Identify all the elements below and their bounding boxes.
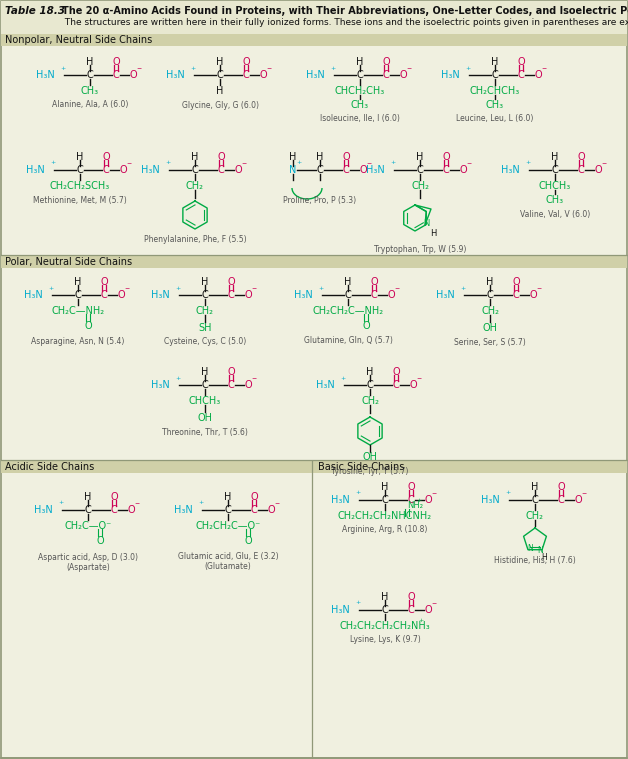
Text: −: − (134, 500, 139, 505)
Text: Isoleucine, Ile, I (6.0): Isoleucine, Ile, I (6.0) (320, 115, 400, 124)
Text: CH₂: CH₂ (526, 511, 544, 521)
Text: CH₂: CH₂ (411, 181, 429, 191)
Text: O: O (119, 165, 127, 175)
Text: H: H (74, 277, 82, 287)
Text: H: H (317, 152, 323, 162)
Text: C: C (343, 165, 349, 175)
Text: O: O (112, 57, 120, 67)
Text: C: C (218, 165, 224, 175)
Text: C: C (111, 505, 117, 515)
Text: +: + (48, 285, 53, 291)
Text: C: C (517, 70, 524, 80)
Text: C: C (345, 290, 352, 300)
Text: CH₂CH₂SCH₃: CH₂CH₂SCH₃ (50, 181, 110, 191)
Text: O: O (227, 367, 235, 377)
Text: O: O (387, 290, 395, 300)
FancyBboxPatch shape (1, 1, 627, 34)
Text: O: O (557, 482, 565, 492)
Text: CHCH₃: CHCH₃ (189, 396, 221, 406)
Text: +: + (526, 160, 531, 165)
Text: O: O (96, 536, 104, 546)
FancyBboxPatch shape (1, 256, 627, 268)
Text: C: C (408, 605, 414, 615)
Text: H₃N: H₃N (481, 495, 500, 505)
Text: OH: OH (362, 452, 377, 462)
Text: −: − (416, 376, 421, 380)
Text: O: O (459, 165, 467, 175)
Text: CH₃: CH₃ (486, 100, 504, 110)
Text: O: O (250, 492, 258, 502)
Text: O: O (362, 321, 370, 331)
Text: H₃N: H₃N (366, 165, 385, 175)
Text: H₃N: H₃N (174, 505, 193, 515)
Text: −: − (126, 160, 132, 165)
Text: +: + (355, 600, 360, 606)
Text: H: H (290, 152, 296, 162)
Text: CH₂CH₂CH₂NHCNH₂: CH₂CH₂CH₂NHCNH₂ (338, 511, 432, 521)
Text: C: C (77, 165, 84, 175)
Text: +: + (318, 285, 323, 291)
Text: OH: OH (197, 413, 212, 423)
Text: −: − (251, 376, 257, 380)
Text: −: − (136, 65, 142, 71)
Text: C: C (202, 290, 208, 300)
Text: CH₂C—O⁻: CH₂C—O⁻ (65, 521, 112, 531)
Text: H: H (381, 482, 389, 492)
Text: H₃N: H₃N (141, 165, 160, 175)
Text: C: C (492, 70, 499, 80)
Text: O: O (244, 290, 252, 300)
Text: Proline, Pro, P (5.3): Proline, Pro, P (5.3) (283, 196, 357, 204)
Text: Aspartic acid, Asp, D (3.0): Aspartic acid, Asp, D (3.0) (38, 553, 138, 562)
Text: H: H (551, 152, 559, 162)
Text: C: C (558, 495, 565, 505)
Text: H: H (491, 57, 499, 67)
Text: C: C (532, 495, 538, 505)
Text: CH₂CHCH₃: CH₂CHCH₃ (470, 86, 520, 96)
Text: C: C (102, 165, 109, 175)
Text: N: N (537, 546, 543, 555)
Text: H₃N: H₃N (306, 70, 325, 80)
Text: SH: SH (198, 323, 212, 333)
Text: O: O (424, 495, 432, 505)
Text: Alanine, Ala, A (6.0): Alanine, Ala, A (6.0) (52, 100, 128, 109)
Text: C: C (408, 495, 414, 505)
Text: Glutamine, Gln, Q (5.7): Glutamine, Gln, Q (5.7) (303, 336, 392, 345)
Text: C: C (112, 70, 119, 80)
Text: C: C (85, 505, 92, 515)
Text: +: + (465, 65, 470, 71)
Text: −: − (431, 490, 436, 496)
Text: H: H (541, 553, 547, 562)
Text: O: O (512, 277, 520, 287)
Text: −: − (536, 285, 541, 291)
Text: O: O (342, 152, 350, 162)
Text: Phenylalanine, Phe, F (5.5): Phenylalanine, Phe, F (5.5) (144, 235, 246, 244)
Text: −: − (406, 65, 411, 71)
Text: The structures are written here in their fully ionized forms. These ions and the: The structures are written here in their… (62, 18, 628, 27)
Text: C: C (382, 70, 389, 80)
Text: O: O (227, 277, 235, 287)
Text: C: C (75, 290, 82, 300)
Text: CH₃: CH₃ (81, 86, 99, 96)
Text: H: H (77, 152, 84, 162)
Text: H: H (416, 152, 424, 162)
Text: +: + (416, 499, 421, 503)
Text: O: O (110, 492, 118, 502)
Text: H₃N: H₃N (317, 380, 335, 390)
Text: H₃N: H₃N (331, 495, 350, 505)
Text: O: O (234, 165, 242, 175)
Text: N: N (423, 219, 429, 228)
Text: H: H (192, 152, 198, 162)
Text: Tryptophan, Trp, W (5.9): Tryptophan, Trp, W (5.9) (374, 245, 466, 254)
Text: H: H (202, 277, 208, 287)
Text: +: + (60, 65, 65, 71)
Text: H₃N: H₃N (35, 505, 53, 515)
Text: O: O (574, 495, 582, 505)
Text: +: + (330, 65, 335, 71)
Text: +: + (418, 618, 424, 622)
Text: C: C (202, 380, 208, 390)
Text: H: H (381, 592, 389, 602)
Text: Glutamic acid, Glu, E (3.2): Glutamic acid, Glu, E (3.2) (178, 553, 278, 562)
Text: Threonine, Thr, T (5.6): Threonine, Thr, T (5.6) (162, 427, 248, 436)
Text: O: O (399, 70, 407, 80)
